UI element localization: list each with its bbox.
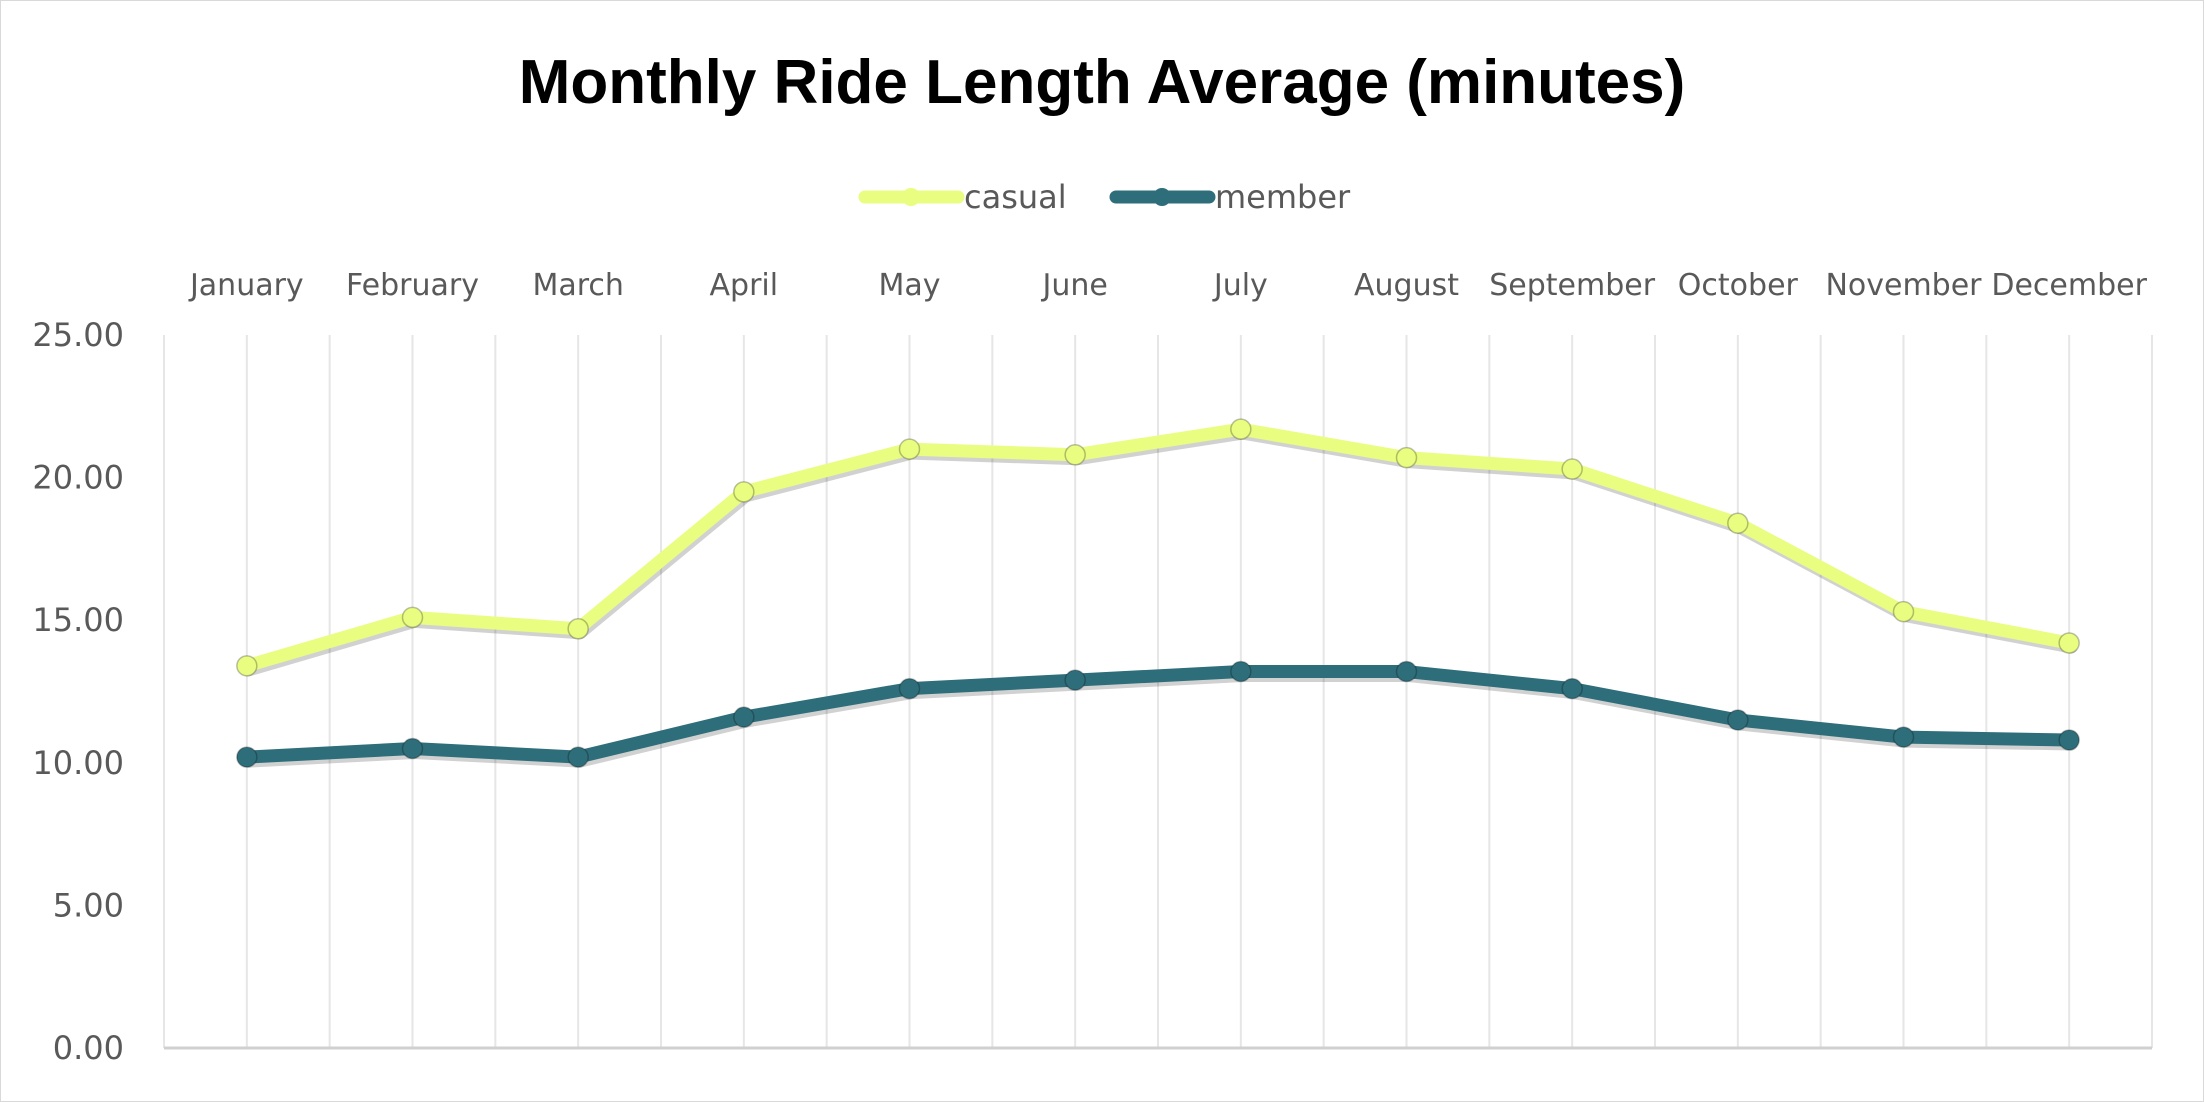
data-point-member <box>567 746 589 768</box>
series-member <box>236 660 2080 768</box>
data-point-casual <box>567 618 589 640</box>
data-point-casual <box>1230 418 1252 440</box>
series-casual <box>236 418 2080 677</box>
series-line-casual <box>240 422 2076 673</box>
legend-marker-member <box>1153 188 1171 206</box>
legend-label-casual: casual <box>964 178 1067 216</box>
legend-item-casual: casual <box>858 178 1067 216</box>
data-point-member <box>236 746 258 768</box>
data-point-member <box>1230 660 1252 683</box>
data-point-casual <box>1395 446 1418 469</box>
x-tick-label: November <box>1825 268 1982 303</box>
data-point-casual <box>1561 458 1583 480</box>
x-tick-label: October <box>1678 268 1799 303</box>
x-tick-label: August <box>1354 268 1459 303</box>
data-point-casual <box>898 438 921 460</box>
legend-label-member: member <box>1215 178 1351 216</box>
data-point-member <box>733 706 755 728</box>
x-axis-tick-labels: January February March April May June July Augu… <box>188 268 2148 303</box>
legend-marker-casual <box>902 188 920 206</box>
y-tick-label: 20.00 <box>32 459 124 497</box>
data-point-member <box>1064 669 1086 691</box>
data-point-member <box>898 677 921 700</box>
data-point-member <box>1727 709 1749 731</box>
data-point-casual <box>401 606 424 629</box>
y-tick-label: 0.00 <box>53 1029 124 1067</box>
data-point-casual <box>236 655 258 677</box>
x-tick-label: July <box>1212 268 1268 303</box>
series-layer <box>236 418 2080 768</box>
x-tick-label: January <box>188 268 304 303</box>
legend-item-member: member <box>1109 178 1351 216</box>
x-tick-label: December <box>1991 268 2147 303</box>
data-point-casual <box>1064 444 1086 466</box>
data-point-casual <box>2058 632 2080 654</box>
x-tick-label: March <box>532 268 623 303</box>
data-point-member <box>401 737 424 760</box>
legend: casual member <box>858 178 1351 216</box>
data-point-casual <box>733 481 755 503</box>
series-line-member <box>240 665 2076 764</box>
x-tick-label: April <box>710 268 779 303</box>
data-point-member <box>1395 660 1418 683</box>
data-point-casual <box>1892 600 1915 623</box>
x-tick-label: May <box>878 268 940 303</box>
data-point-member <box>1561 677 1583 700</box>
data-point-casual <box>1727 512 1749 534</box>
x-tick-label: September <box>1489 268 1655 303</box>
y-tick-label: 5.00 <box>53 886 124 924</box>
x-tick-label: June <box>1040 268 1107 303</box>
x-tick-label: February <box>346 268 479 303</box>
y-axis-tick-labels: 0.00 5.00 10.00 15.00 20.00 25.00 <box>32 316 124 1067</box>
y-tick-label: 15.00 <box>32 601 124 639</box>
data-point-member <box>2058 729 2080 751</box>
data-point-member <box>1892 726 1915 748</box>
y-tick-label: 25.00 <box>32 316 124 354</box>
y-tick-label: 10.00 <box>32 744 124 782</box>
chart-title: Monthly Ride Length Average (minutes) <box>519 48 1686 117</box>
